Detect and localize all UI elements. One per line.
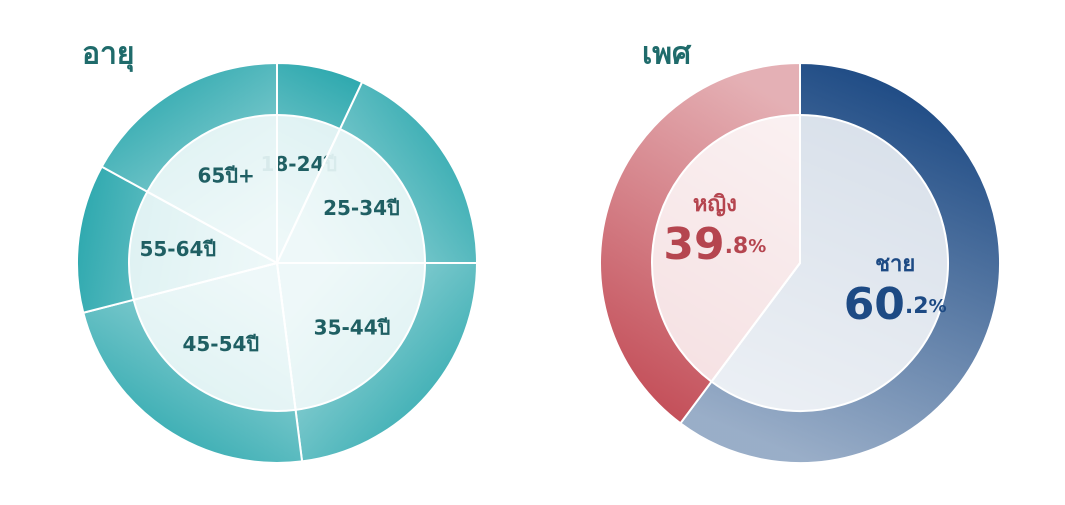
pie-slice-inner — [128, 190, 280, 302]
slice-label: 45-54ปี — [182, 332, 259, 356]
slice-label: 65ปี+ — [197, 163, 254, 187]
value-label: 39.8% — [663, 219, 766, 270]
slice-label: หญิง — [693, 192, 737, 217]
pie-slice-inner — [710, 113, 949, 412]
pie-slice-inner — [132, 261, 297, 412]
pie-slice-inner — [651, 113, 801, 384]
value-label: 60.2% — [844, 279, 947, 330]
slice-label: ชาย — [875, 252, 915, 277]
pie-slice-inner — [275, 262, 427, 411]
pie-slice-inner — [275, 127, 427, 264]
chart-title: อายุ — [82, 37, 134, 73]
pie-slice-inner — [145, 113, 278, 265]
slice-label: 35-44ปี — [314, 316, 391, 340]
slice-label: 25-34ปี — [323, 196, 400, 220]
slice-label: 55-64ปี — [139, 237, 216, 261]
chart-title: เพศ — [642, 37, 692, 72]
